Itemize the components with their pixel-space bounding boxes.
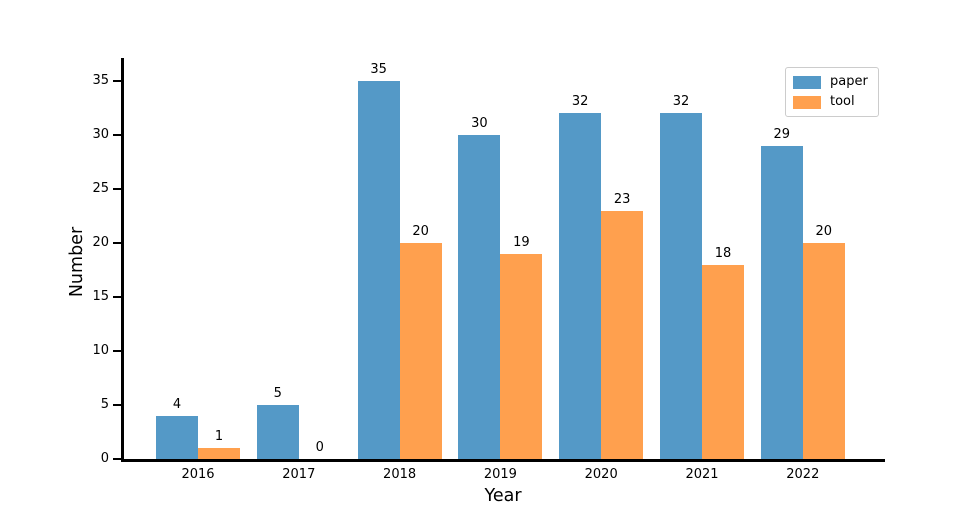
bar-paper-2020 xyxy=(559,113,602,459)
y-tick-label: 5 xyxy=(100,397,109,412)
y-tick-label: 10 xyxy=(92,343,109,358)
x-tick-label: 2020 xyxy=(584,467,618,482)
legend-entry-paper: paper xyxy=(793,75,868,89)
bar-value-label: 4 xyxy=(172,397,182,412)
y-tick-mark xyxy=(113,242,121,244)
bar-value-label: 20 xyxy=(412,224,429,239)
x-tick-label: 2017 xyxy=(282,467,316,482)
bar-value-label: 5 xyxy=(273,386,282,401)
y-tick-mark xyxy=(113,458,121,460)
y-tick-label: 20 xyxy=(92,235,109,250)
y-axis-spine xyxy=(121,58,124,462)
x-tick-label: 2019 xyxy=(483,467,517,482)
y-tick-mark xyxy=(113,80,121,82)
bar-value-label: 32 xyxy=(672,94,690,109)
bar-value-label: 29 xyxy=(773,127,791,142)
legend-swatch-tool xyxy=(793,95,821,109)
bar-value-label: 30 xyxy=(471,116,488,131)
y-tick-mark xyxy=(113,350,121,352)
bar-value-label: 18 xyxy=(714,246,732,261)
bar-paper-2019 xyxy=(458,135,501,459)
bar-value-label: 19 xyxy=(513,235,530,250)
y-tick-mark xyxy=(113,134,121,136)
bar-value-label: 20 xyxy=(815,224,833,239)
y-tick-label: 25 xyxy=(92,181,109,196)
x-tick-label: 2022 xyxy=(786,467,820,482)
bar-tool-2021 xyxy=(702,265,744,459)
legend-label-paper: paper xyxy=(830,74,868,89)
x-axis-spine xyxy=(121,459,885,462)
bar-tool-2020 xyxy=(601,211,644,459)
x-tick-label: 2021 xyxy=(685,467,719,482)
legend: paper tool xyxy=(785,67,879,117)
y-tick-mark xyxy=(113,296,121,298)
x-axis-label: Year xyxy=(484,486,522,506)
bar-paper-2018 xyxy=(357,81,400,459)
bar-tool-2018 xyxy=(399,243,442,459)
legend-label-tool: tool xyxy=(830,94,855,109)
bar-value-label: 32 xyxy=(571,94,589,109)
x-tick-label: 2018 xyxy=(383,467,417,482)
bar-value-label: 23 xyxy=(613,192,631,207)
y-tick-label: 30 xyxy=(92,127,109,142)
bar-paper-2016 xyxy=(156,416,198,459)
y-tick-label: 0 xyxy=(100,451,109,466)
legend-entry-tool: tool xyxy=(793,95,868,109)
bar-paper-2017 xyxy=(256,405,299,459)
bar-value-label: 1 xyxy=(214,429,224,444)
x-tick-label: 2016 xyxy=(181,467,215,482)
bar-value-label: 35 xyxy=(370,62,387,77)
bar-tool-2019 xyxy=(500,254,543,459)
bar-tool-2022 xyxy=(802,243,845,459)
bar-value-label: 0 xyxy=(315,440,324,455)
y-tick-mark xyxy=(113,404,121,406)
bar-paper-2021 xyxy=(660,113,702,459)
bar-tool-2016 xyxy=(198,448,240,459)
bar-paper-2022 xyxy=(760,146,803,459)
y-tick-label: 15 xyxy=(92,289,109,304)
legend-swatch-paper xyxy=(793,75,821,89)
y-tick-label: 35 xyxy=(92,73,109,88)
y-tick-mark xyxy=(113,188,121,190)
y-axis-label: Number xyxy=(67,226,87,298)
